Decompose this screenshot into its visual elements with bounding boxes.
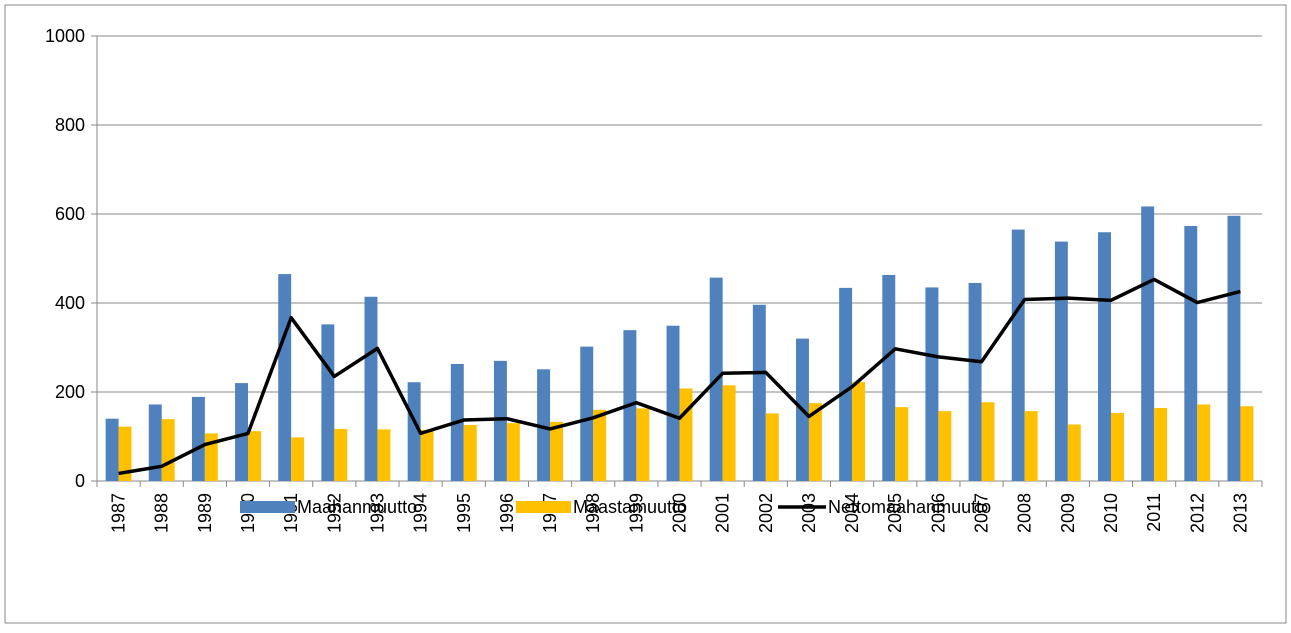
bar [1227,215,1241,481]
legend-swatch [240,501,295,513]
bar [1054,241,1068,481]
bar [839,287,853,481]
x-tick-label: 2000 [670,493,690,533]
x-tick-label: 1996 [497,493,517,533]
bar [161,419,175,481]
x-tick-label: 2010 [1101,493,1121,533]
y-tick-label: 0 [75,471,85,491]
bar [1197,404,1211,481]
x-tick-label: 2011 [1144,493,1164,532]
y-tick-label: 800 [55,115,85,135]
bar [191,396,205,481]
bar [248,431,261,481]
x-tick-label: 2007 [972,493,992,533]
bar [636,408,650,481]
bar [1067,424,1081,481]
x-tick-label: 1997 [540,493,560,533]
bar [808,403,822,481]
x-tick-label: 1989 [195,493,215,533]
x-tick-label: 2012 [1187,493,1207,533]
bar [925,287,939,481]
bar [580,346,594,481]
chart-border [4,4,1287,624]
legend-label: Nettomaahanmuutto [828,497,991,517]
x-tick-label: 2013 [1230,493,1250,533]
bar [463,424,477,481]
bar [882,274,896,481]
bar [1110,412,1124,481]
bar [1098,232,1111,481]
x-tick-label: 2004 [842,493,862,533]
x-tick-label: 2006 [928,493,948,533]
legend-label: Maahanmuutto [297,497,417,517]
x-tick-label: 1995 [454,493,474,533]
bar [105,418,119,481]
x-tick-label: 1990 [238,493,258,533]
bar [377,429,391,481]
bar [1141,206,1155,481]
bar [493,360,507,481]
x-tick-label: 1998 [583,493,603,533]
bar [278,274,292,481]
x-tick-label: 2002 [756,493,776,533]
bar [968,282,982,481]
bar [420,429,434,481]
bar [752,304,766,481]
bar [118,426,132,481]
x-tick-label: 1999 [626,493,646,533]
bar [550,421,563,481]
x-tick-label: 2005 [885,493,905,533]
bar [291,437,305,481]
bar [765,413,779,481]
x-tick-label: 1993 [367,493,387,533]
x-tick-label: 1992 [324,493,344,533]
y-tick-label: 600 [55,204,85,224]
x-tick-label: 2009 [1058,493,1078,533]
legend-label: Maastamuutto [573,497,687,517]
bar [321,324,335,481]
bar [852,382,866,481]
y-tick-label: 400 [55,293,85,313]
bar [679,388,693,481]
bar [1011,229,1025,481]
bar [1240,406,1254,481]
bar [938,411,952,481]
x-tick-label: 2008 [1015,493,1035,533]
bar [593,409,607,481]
x-tick-label: 1994 [411,493,431,533]
bar [334,428,348,481]
x-tick-label: 1988 [152,493,172,533]
bar [506,423,520,481]
legend-swatch [516,501,571,513]
bar [407,382,421,481]
bar [1154,408,1168,481]
bar [537,369,551,481]
y-tick-label: 1000 [45,26,85,46]
bar [895,407,909,481]
bar [666,325,680,481]
bar [981,402,995,481]
y-tick-label: 200 [55,382,85,402]
bar [235,383,249,481]
bar [722,385,736,481]
line [118,277,1241,476]
x-tick-label: 1987 [109,493,129,533]
x-tick-label: 2001 [713,493,733,533]
bar [1184,226,1198,481]
bar [364,296,378,481]
bar [148,404,162,481]
x-tick-label: 2003 [799,493,819,533]
bar [1024,411,1038,481]
